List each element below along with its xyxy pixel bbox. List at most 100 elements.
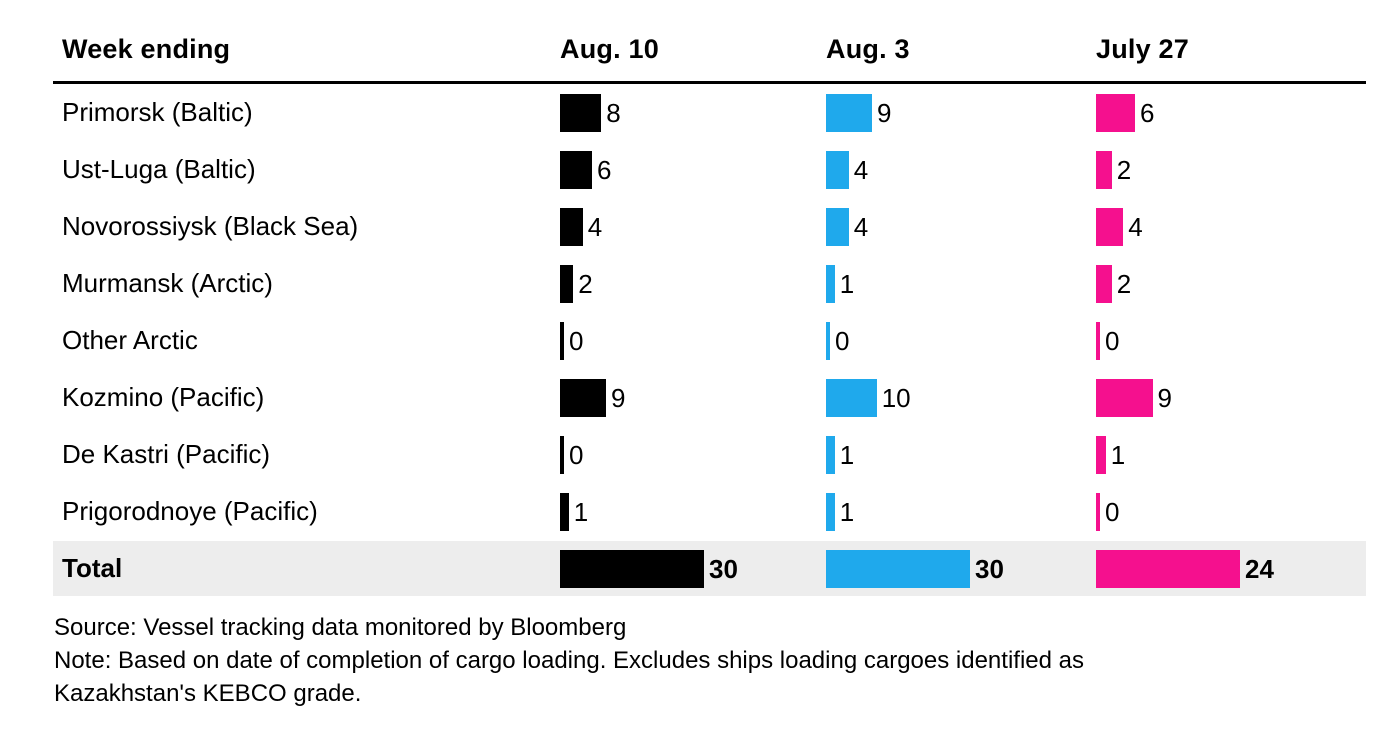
- chart-inner: Week ending Aug. 10 Aug. 3 July 27 Primo…: [53, 34, 1366, 596]
- value-label: 30: [975, 553, 1004, 584]
- value-label: 4: [853, 211, 869, 242]
- bar: [826, 207, 849, 246]
- port-label: Ust-Luga (Baltic): [62, 154, 256, 184]
- value-label: 4: [853, 154, 869, 185]
- bar-cell: 2: [1096, 150, 1366, 189]
- value-label: 9: [877, 97, 892, 128]
- bar: [826, 264, 835, 303]
- bar: [826, 492, 835, 531]
- port-label: Murmansk (Arctic): [62, 268, 273, 298]
- table-row: Murmansk (Arctic) 2 1 2: [53, 255, 1366, 312]
- value-label: 4: [1128, 211, 1143, 242]
- bar-cell: 4: [826, 150, 1096, 189]
- bar: [1096, 378, 1153, 417]
- bar: [1096, 264, 1112, 303]
- value-label: 6: [597, 154, 612, 185]
- bar: [560, 150, 592, 189]
- value-label: 30: [709, 553, 738, 584]
- bar-cell: 1: [826, 492, 1096, 531]
- bar-cell: 9: [560, 378, 826, 417]
- bar-cell: 6: [1096, 93, 1366, 132]
- chart: Week ending Aug. 10 Aug. 3 July 27 Primo…: [53, 34, 1400, 710]
- bar: [1096, 492, 1100, 531]
- bar: [1096, 435, 1106, 474]
- note-text-line-2: Kazakhstan's KEBCO grade.: [54, 680, 362, 707]
- footer: Source: Vessel tracking data monitored b…: [54, 611, 1400, 710]
- bar: [560, 93, 602, 132]
- port-label: De Kastri (Pacific): [62, 439, 271, 469]
- bar: [826, 93, 872, 132]
- bar-cell: 1: [1096, 435, 1366, 474]
- value-label: 0: [1105, 325, 1120, 356]
- bar: [1096, 207, 1124, 246]
- note-text-line-1: Note: Based on date of completion of car…: [54, 647, 1084, 674]
- bar-cell: 9: [826, 93, 1096, 132]
- value-label: 0: [569, 439, 584, 470]
- bar-cell: 2: [1096, 264, 1366, 303]
- bar-cell: 1: [826, 264, 1096, 303]
- bar: [826, 549, 970, 588]
- port-label: Kozmino (Pacific): [62, 382, 265, 412]
- value-label: 10: [881, 382, 911, 413]
- value-label: 24: [1245, 553, 1274, 584]
- bar-cell: 4: [826, 207, 1096, 246]
- bar: [560, 435, 564, 474]
- bar: [826, 321, 830, 360]
- table-row: Novorossiysk (Black Sea) 4 4 4: [53, 198, 1366, 255]
- bar-cell: 30: [560, 549, 826, 588]
- value-label: 9: [1157, 382, 1172, 413]
- bar: [826, 150, 849, 189]
- bar: [560, 207, 583, 246]
- week-ending-header: Week ending: [62, 34, 231, 64]
- source-text: Source: Vessel tracking data monitored b…: [54, 614, 627, 641]
- bar-cell: 24: [1096, 549, 1366, 588]
- port-label: Primorsk (Baltic): [62, 97, 253, 127]
- value-label: 2: [1116, 154, 1132, 185]
- table-row: Prigorodnoye (Pacific) 1 1 0: [53, 483, 1366, 540]
- value-label: 1: [839, 496, 855, 527]
- table-row: Ust-Luga (Baltic) 6 4 2: [53, 141, 1366, 198]
- port-label: Prigorodnoye (Pacific): [62, 496, 318, 526]
- port-label: Other Arctic: [62, 325, 198, 355]
- bar-cell: 9: [1096, 378, 1366, 417]
- bar-cell: 0: [826, 321, 1096, 360]
- value-label: 1: [839, 439, 855, 470]
- bar-cell: 2: [560, 264, 826, 303]
- bar-cell: 10: [826, 378, 1096, 417]
- value-label: 9: [611, 382, 626, 413]
- value-label: 0: [1105, 496, 1120, 527]
- bar-cell: 6: [560, 150, 826, 189]
- bar: [560, 378, 606, 417]
- column-header-july-27: July 27: [1096, 34, 1189, 64]
- bar-cell: 0: [560, 435, 826, 474]
- bar: [1096, 150, 1112, 189]
- bar-cell: 0: [560, 321, 826, 360]
- value-label: 1: [839, 268, 855, 299]
- column-header-aug-3: Aug. 3: [826, 34, 910, 64]
- value-label: 2: [578, 268, 593, 299]
- value-label: 0: [835, 325, 850, 356]
- column-header-aug-10: Aug. 10: [560, 34, 659, 64]
- total-label: Total: [62, 553, 123, 583]
- bar-cell: 0: [1096, 321, 1366, 360]
- value-label: 0: [569, 325, 584, 356]
- value-label: 1: [573, 496, 589, 527]
- value-label: 6: [1140, 97, 1155, 128]
- value-label: 2: [1116, 268, 1132, 299]
- bar: [560, 321, 564, 360]
- value-label: 1: [1110, 439, 1126, 470]
- value-label: 4: [587, 211, 603, 242]
- bar: [826, 378, 877, 417]
- bar: [826, 435, 835, 474]
- bar: [1096, 321, 1100, 360]
- table-body: Primorsk (Baltic) 8 9 6 Ust-Luga (Baltic) 6 4 2…: [53, 84, 1366, 540]
- bar: [560, 492, 569, 531]
- bar-cell: 4: [1096, 207, 1366, 246]
- bar: [560, 264, 574, 303]
- table-row: Primorsk (Baltic) 8 9 6: [53, 84, 1366, 141]
- bar-cell: 8: [560, 93, 826, 132]
- bar-cell: 0: [1096, 492, 1366, 531]
- table-row: De Kastri (Pacific) 0 1 1: [53, 426, 1366, 483]
- bar: [560, 549, 704, 588]
